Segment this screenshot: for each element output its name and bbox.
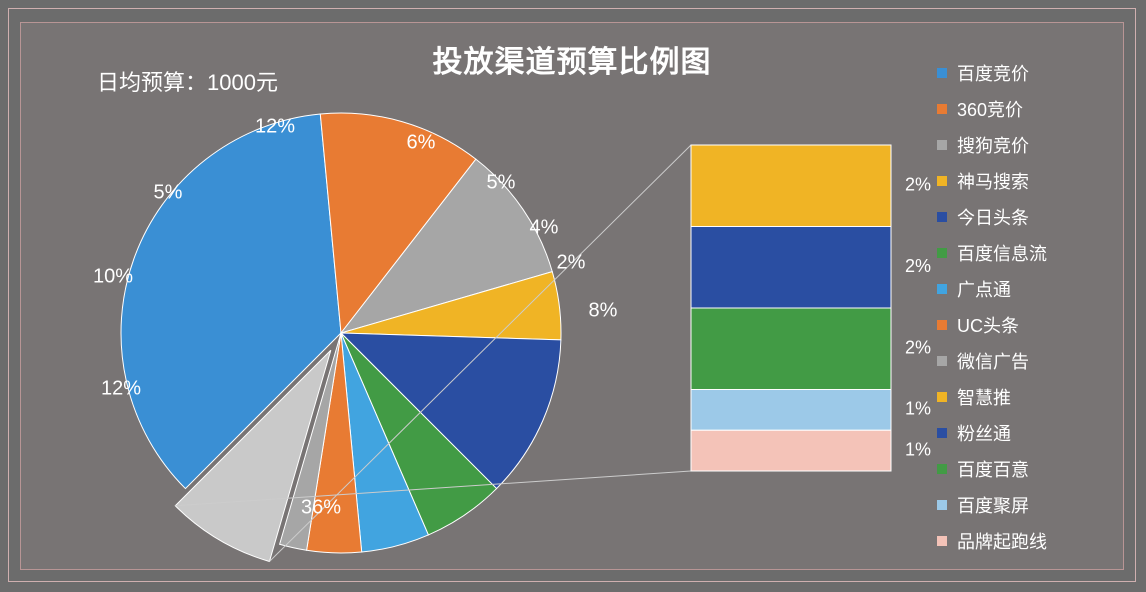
pie-slice-label: 2% <box>557 251 586 273</box>
legend-label: 百度百意 <box>957 456 1029 482</box>
legend-swatch <box>937 176 947 186</box>
pie-slice-label: 5% <box>154 181 183 203</box>
legend-label: 微信广告 <box>957 348 1029 374</box>
legend-label: 神马搜索 <box>957 168 1029 194</box>
legend-swatch <box>937 284 947 294</box>
legend: 百度竞价 360竞价搜狗竞价神马搜索今日头条百度信息流广点通 UC头条微信广告智慧推… <box>937 55 1097 559</box>
legend-item: 今日头条 <box>937 199 1097 235</box>
legend-item: 百度聚屏 <box>937 487 1097 523</box>
chart-frame: 投放渠道预算比例图 日均预算：1000元 2%2%2%1%1% 36%12%10… <box>20 22 1124 570</box>
legend-item: 广点通 <box>937 271 1097 307</box>
breakout-bar-segment <box>691 430 891 471</box>
legend-item: 360竞价 <box>937 91 1097 127</box>
legend-label: 今日头条 <box>957 204 1029 230</box>
breakout-bar-segment <box>691 145 891 227</box>
legend-swatch <box>937 212 947 222</box>
pie-slice-label: 4% <box>530 216 559 238</box>
pie-slice-label: 5% <box>487 171 516 193</box>
legend-item: 搜狗竞价 <box>937 127 1097 163</box>
legend-item: 神马搜索 <box>937 163 1097 199</box>
legend-item: 百度百意 <box>937 451 1097 487</box>
legend-label: UC头条 <box>957 312 1019 338</box>
legend-label: 百度信息流 <box>957 240 1047 266</box>
legend-item: 微信广告 <box>937 343 1097 379</box>
legend-swatch <box>937 536 947 546</box>
legend-label: 百度聚屏 <box>957 492 1029 518</box>
legend-label: 智慧推 <box>957 384 1011 410</box>
legend-item: 品牌起跑线 <box>937 523 1097 559</box>
pie-slice-label: 36% <box>301 496 341 518</box>
legend-swatch <box>937 464 947 474</box>
breakout-bar-segment <box>691 390 891 431</box>
breakout-bar-label: 1% <box>905 399 931 419</box>
legend-item: 百度信息流 <box>937 235 1097 271</box>
legend-swatch <box>937 140 947 150</box>
breakout-bar-label: 2% <box>905 256 931 276</box>
legend-swatch <box>937 428 947 438</box>
pie-slice <box>121 114 341 489</box>
pie-slice-label: 10% <box>93 265 133 287</box>
breakout-bar-label: 1% <box>905 439 931 459</box>
legend-item: 智慧推 <box>937 379 1097 415</box>
breakout-bar-label: 2% <box>905 175 931 195</box>
pie-slice-label: 12% <box>255 115 295 137</box>
legend-label: 品牌起跑线 <box>957 528 1047 554</box>
legend-swatch <box>937 248 947 258</box>
breakout-bar-segment <box>691 227 891 309</box>
legend-item: UC头条 <box>937 307 1097 343</box>
legend-swatch <box>937 356 947 366</box>
legend-swatch <box>937 392 947 402</box>
legend-label: 百度竞价 <box>957 60 1029 86</box>
pie-slice-label: 12% <box>101 377 141 399</box>
pie-slice-label: 8% <box>589 299 618 321</box>
legend-swatch <box>937 320 947 330</box>
legend-swatch <box>937 68 947 78</box>
legend-swatch <box>937 500 947 510</box>
pie-slice-label: 6% <box>407 131 436 153</box>
breakout-bar-label: 2% <box>905 338 931 358</box>
legend-swatch <box>937 104 947 114</box>
legend-label: 粉丝通 <box>957 420 1011 446</box>
legend-label: 搜狗竞价 <box>957 132 1029 158</box>
legend-label: 广点通 <box>957 276 1011 302</box>
breakout-bar-segment <box>691 308 891 390</box>
legend-item: 百度竞价 <box>937 55 1097 91</box>
legend-item: 粉丝通 <box>937 415 1097 451</box>
legend-label: 360竞价 <box>957 96 1023 122</box>
